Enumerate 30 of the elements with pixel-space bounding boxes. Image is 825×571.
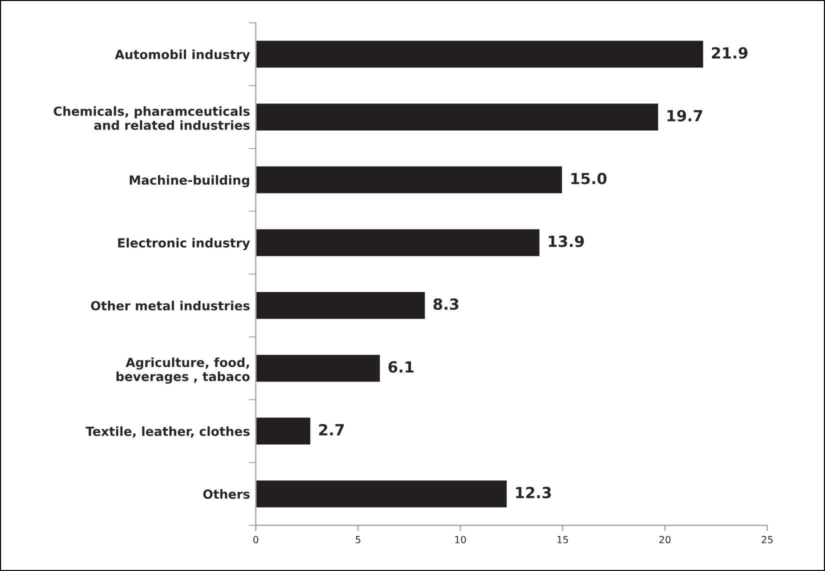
y-tick-label: Machine-building [130, 175, 250, 188]
bar [256, 479, 508, 509]
bar [256, 102, 660, 132]
x-tick-label: 15 [558, 536, 568, 544]
data-label: 19.7 [667, 110, 702, 122]
data-label: 2.7 [319, 424, 344, 436]
x-tick-label: 0 [253, 536, 258, 544]
bar [256, 39, 705, 70]
data-label: 21.9 [712, 47, 748, 59]
bar [256, 228, 541, 258]
y-tick-label: Agriculture, food, beverages , tabaco [116, 357, 250, 384]
x-tick-label: 20 [659, 536, 670, 544]
x-tick-label: 10 [455, 536, 466, 544]
data-label: 15.0 [571, 172, 607, 184]
y-tick-label: Chemicals, pharamceuticals and related industries [54, 106, 250, 130]
data-label: 13.9 [548, 236, 584, 248]
y-tick-label: Others [203, 489, 250, 499]
bar [256, 290, 426, 320]
data-label: 12.3 [516, 486, 551, 498]
y-tick-label: Other metal industries [90, 300, 250, 310]
x-tick-label: 5 [356, 536, 360, 544]
data-label: 8.3 [433, 298, 458, 310]
y-tick-label: Electronic industry [118, 238, 250, 250]
x-tick-label: 25 [762, 536, 773, 544]
y-tick-label: Automobil industry [114, 49, 250, 62]
data-label: 6.1 [388, 361, 414, 373]
bar [256, 416, 312, 446]
bar [256, 353, 382, 384]
y-tick-label: Textile, leather, clothes [86, 426, 250, 438]
bar [256, 165, 564, 195]
